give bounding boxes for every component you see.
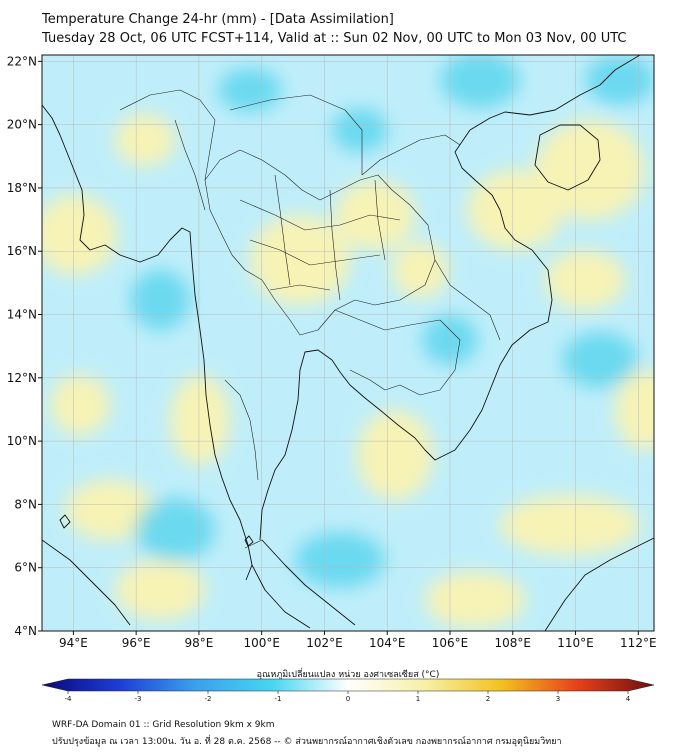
warm-patch — [115, 560, 205, 620]
lat-tick-label: 10°N — [7, 434, 37, 448]
graticule — [42, 55, 654, 631]
colorbar-ticks: -4 -3 -2 -1 0 1 2 3 4 — [65, 691, 631, 703]
coastline-malay-west — [251, 564, 311, 629]
lon-tick-label: 106°E — [432, 636, 469, 650]
warm-patch — [615, 370, 654, 450]
cool-patch — [332, 108, 388, 152]
lat-tick-label: 6°N — [14, 561, 37, 575]
coastline-sumatra — [42, 539, 131, 626]
footer-credits: ปรับปรุงข้อมูล ณ เวลา 13:00น. วัน อ. ที่… — [52, 737, 562, 747]
footer-model-info: WRF-DA Domain 01 :: Grid Resolution 9km … — [52, 720, 275, 730]
coastlines — [42, 55, 654, 631]
cool-patch — [585, 55, 654, 105]
warm-patch — [545, 250, 625, 310]
lat-tick-label: 16°N — [7, 244, 37, 258]
temperature-field — [42, 55, 654, 628]
lon-tick-label: 94°E — [59, 636, 88, 650]
lon-tick-label: 108°E — [495, 636, 532, 650]
colorbar-tick-label: 0 — [346, 695, 350, 703]
warm-patch — [535, 120, 645, 220]
province-lines — [249, 239, 381, 266]
map-title: Temperature Change 24-hr (mm) - [Data As… — [42, 12, 394, 27]
laos-north-border — [361, 134, 461, 176]
warm-patch — [357, 410, 433, 500]
borders — [119, 89, 501, 549]
province-lines — [239, 199, 401, 231]
coastline-borneo — [544, 537, 654, 631]
colorbar-tick-label: 2 — [486, 695, 490, 703]
warm-patch — [50, 375, 110, 435]
warm-patch — [425, 572, 525, 628]
colorbar-tick-label: 4 — [626, 695, 631, 703]
lat-tick-label: 12°N — [7, 371, 37, 385]
colorbar-title: อุณหภูมิเปลี่ยนแปลง หน่วย องศาเซลเซียส (… — [257, 667, 440, 680]
coastline-malay-east — [261, 539, 356, 626]
lat-tick-label: 14°N — [7, 308, 37, 322]
lon-tick-label: 98°E — [184, 636, 213, 650]
internal-border — [174, 119, 206, 211]
colorbar-tick-label: -2 — [205, 695, 212, 703]
lon-tick-label: 96°E — [122, 636, 151, 650]
malaysia-border — [244, 539, 263, 549]
warm-patch — [170, 375, 230, 465]
lat-tick-label: 20°N — [7, 118, 37, 132]
colorbar-scale — [41, 678, 655, 692]
map-plot-area — [42, 55, 654, 631]
colorbar-tick-label: -3 — [135, 695, 142, 703]
island — [244, 535, 254, 547]
china-border — [229, 94, 363, 175]
lat-tick-label: 22°N — [7, 54, 37, 68]
warm-patch — [392, 242, 448, 298]
plot-frame — [41, 54, 655, 632]
island — [59, 514, 71, 529]
warm-patch — [115, 114, 175, 166]
coastline-east — [259, 55, 641, 541]
lat-tick-label: 18°N — [7, 181, 37, 195]
hainan-island — [534, 124, 601, 191]
colorbar-tick-label: -1 — [275, 695, 282, 703]
colorbar-tick-label: -4 — [65, 695, 73, 703]
colorbar-tick-label: 1 — [416, 695, 420, 703]
longitude-axis: 94°E 96°E 98°E 100°E 102°E 104°E 106°E 108°E 110… — [59, 631, 657, 650]
warm-patch — [500, 495, 640, 555]
myanmar-north-border — [119, 89, 216, 181]
province-lines — [269, 284, 331, 291]
lon-tick-label: 102°E — [306, 636, 343, 650]
lat-tick-label: 8°N — [14, 497, 37, 511]
province-lines — [224, 379, 259, 481]
latitude-axis: 4°N 6°N 8°N 10°N 12°N 14°N 16°N 18°N 20°N 22°N — [7, 54, 42, 638]
province-lines — [374, 179, 386, 261]
cool-patch — [135, 498, 215, 562]
thailand-border — [204, 149, 436, 336]
lat-tick-label: 4°N — [14, 624, 37, 638]
province-lines — [329, 189, 341, 301]
cool-patch — [562, 332, 638, 388]
cool-patch — [295, 532, 385, 588]
map-subtitle: Tuesday 28 Oct, 06 UTC FCST+114, Valid a… — [42, 31, 627, 46]
lon-tick-label: 112°E — [620, 636, 657, 650]
cool-patch — [218, 68, 282, 112]
province-lines — [274, 174, 291, 286]
colorbar-tick-label: 3 — [556, 695, 560, 703]
lon-tick-label: 104°E — [369, 636, 406, 650]
lon-tick-label: 100°E — [243, 636, 280, 650]
cool-patch — [440, 55, 520, 108]
warm-patch — [335, 180, 415, 250]
lon-tick-label: 110°E — [557, 636, 594, 650]
warm-patch — [42, 195, 117, 275]
warm-patch — [65, 480, 155, 540]
laos-vietnam-border — [434, 259, 501, 341]
coastline-west — [42, 104, 253, 581]
cambodia-border — [334, 309, 461, 396]
warm-patch — [467, 170, 563, 250]
colorbar: -4 -3 -2 -1 0 1 2 3 4 — [41, 678, 655, 703]
cool-patch — [130, 270, 190, 330]
